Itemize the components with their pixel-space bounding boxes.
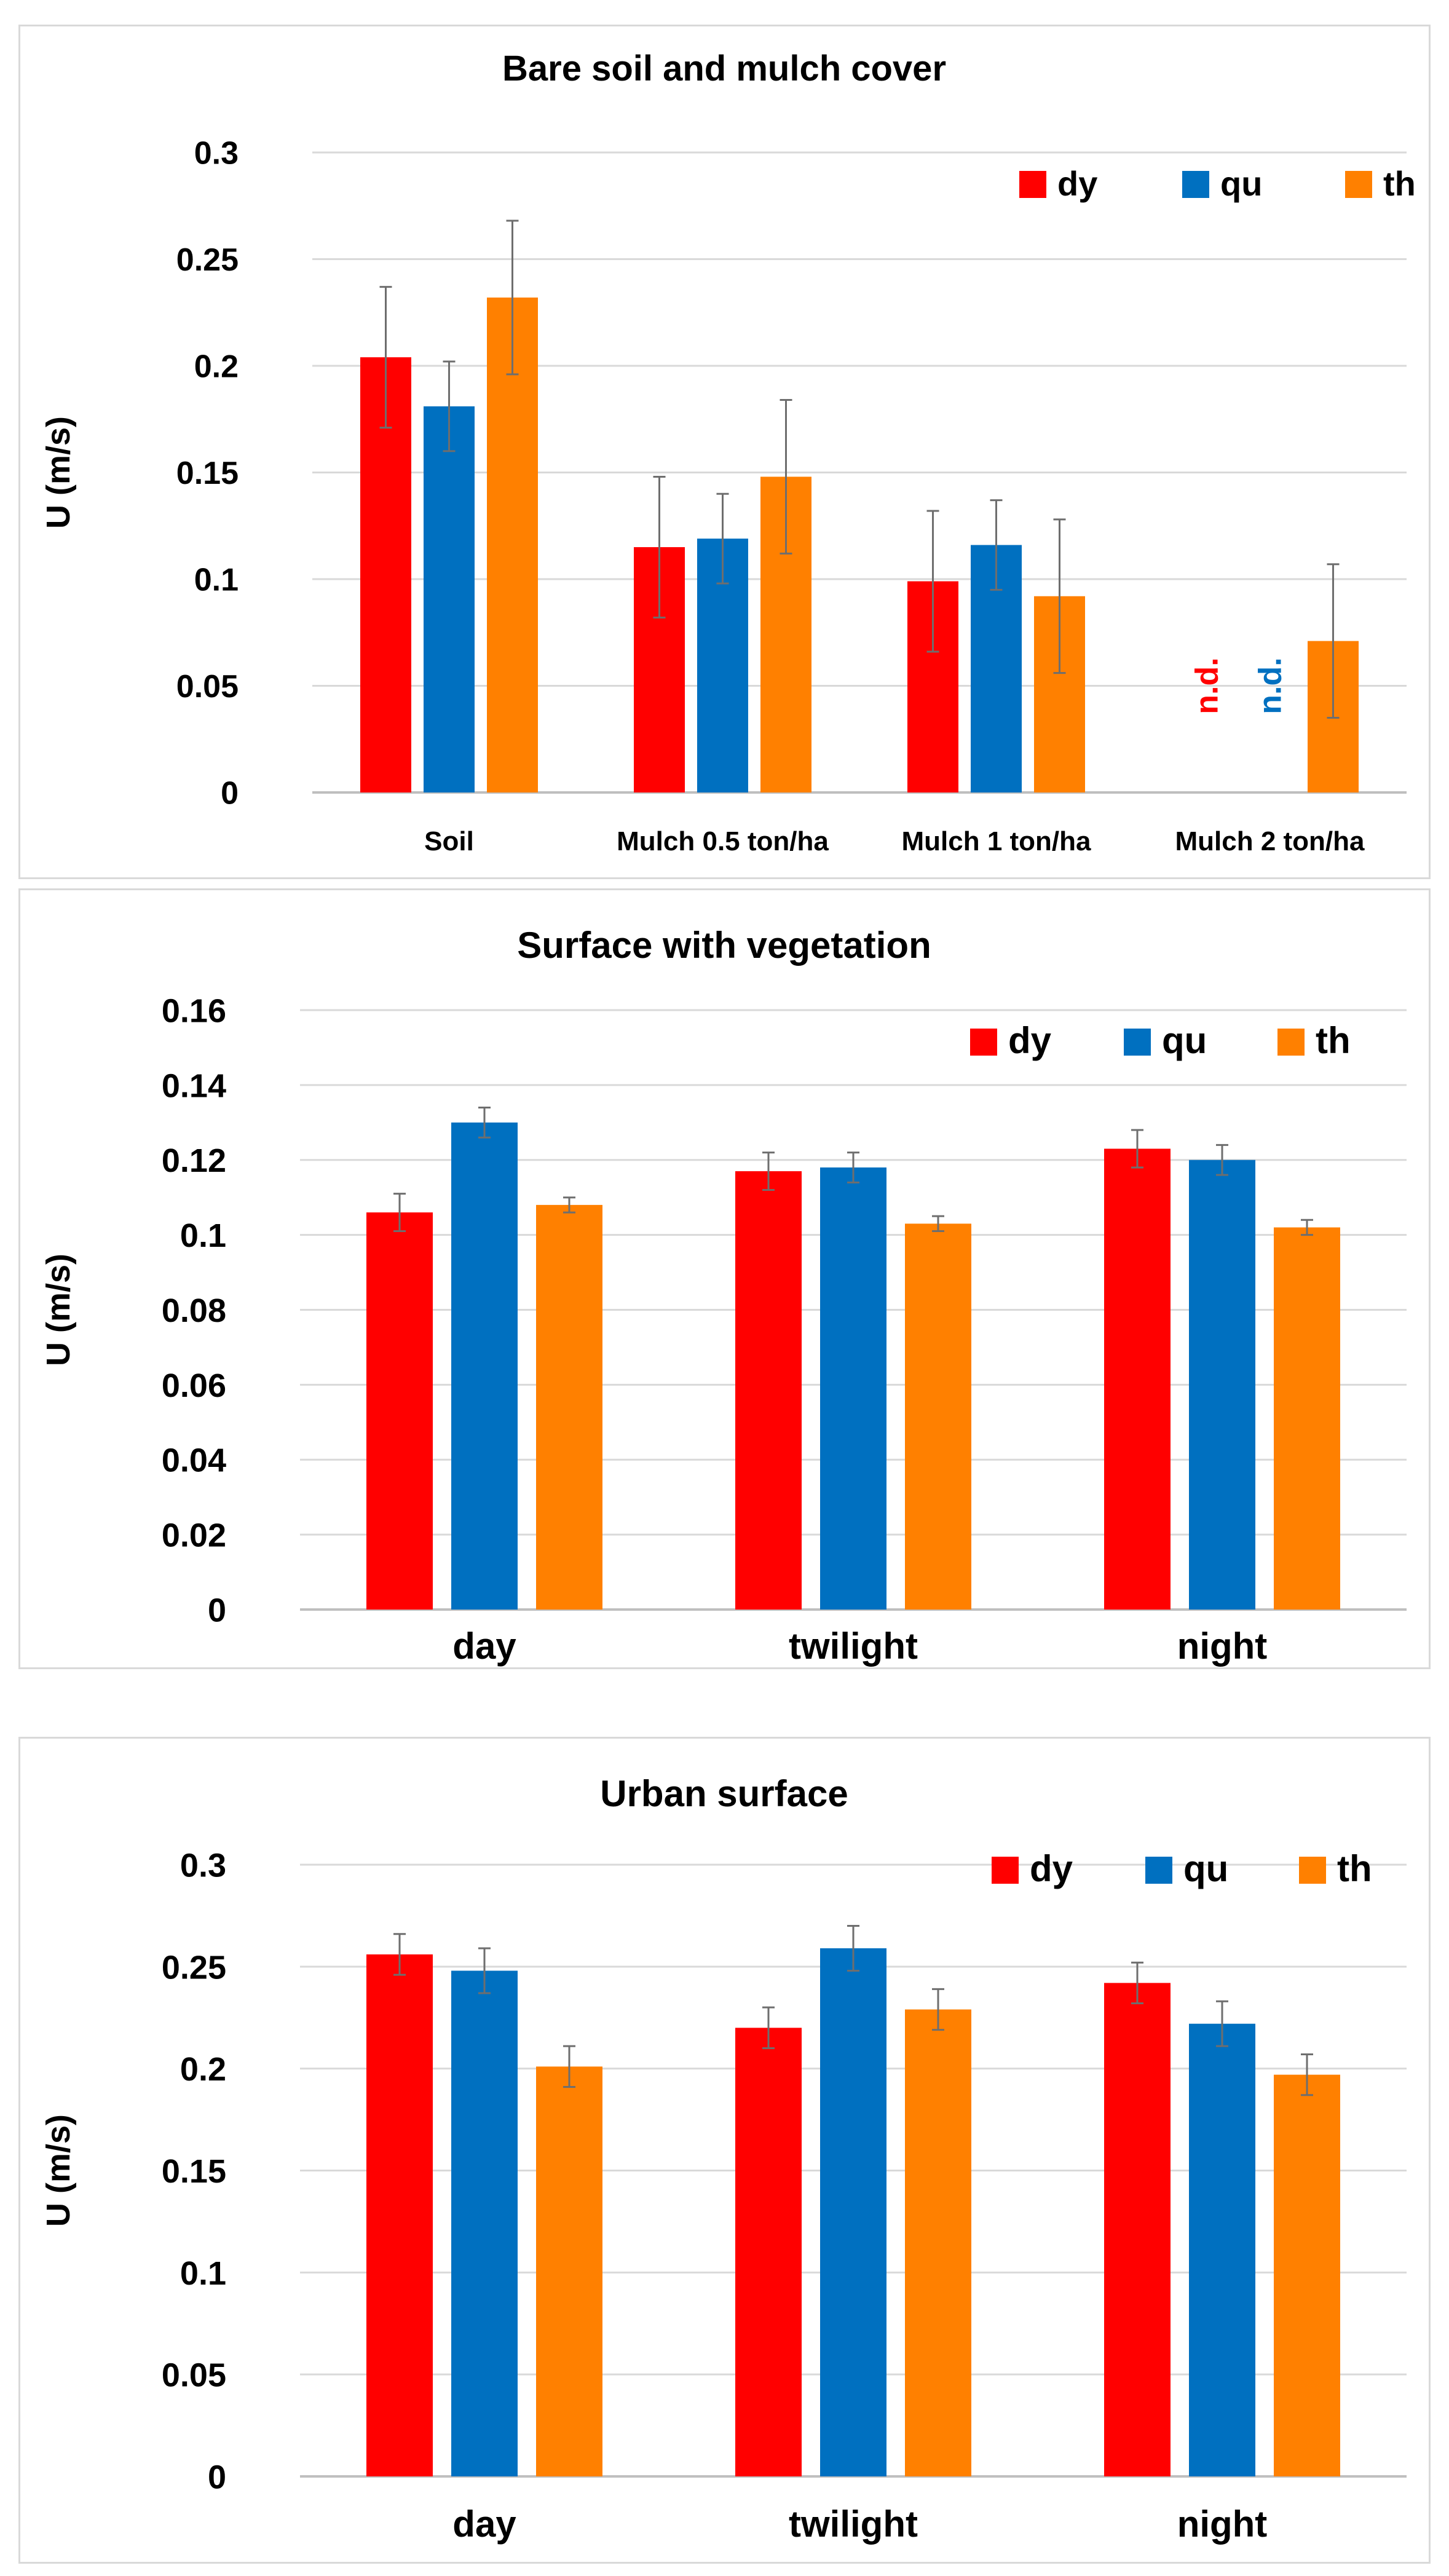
- bar-qu-day: [451, 1970, 518, 2476]
- y-tick-label: 0.05: [176, 669, 239, 705]
- urban-chart-svg: Urban surface U (m/s) 0 0.05 0.1 0.15 0.2 0.25 0…: [40, 1773, 1407, 2545]
- y-tick-label: 0: [208, 1592, 226, 1629]
- bar-dy-twilight: [735, 2028, 802, 2476]
- x-tick-label: twilight: [789, 1626, 918, 1667]
- x-tick-label: Mulch 0.5 ton/ha: [617, 826, 829, 856]
- bar-annotation-dy: n.d.: [1190, 657, 1225, 714]
- legend-swatch-th: [1277, 1029, 1305, 1056]
- y-tick-label: 0.16: [162, 992, 226, 1029]
- legend-label-th: th: [1316, 1020, 1351, 1061]
- legend-swatch-th: [1299, 1857, 1326, 1884]
- y-tick-label: 0.06: [162, 1367, 226, 1404]
- x-tick-label: night: [1177, 2503, 1268, 2545]
- bar-dy-twilight: [735, 1171, 802, 1610]
- y-tick-label: 0.1: [194, 563, 239, 598]
- vegetation-chart-svg: Surface with vegetation U (m/s) 0 0.02 0.04 0…: [40, 925, 1407, 1667]
- bar-qu-twilight: [820, 1948, 886, 2476]
- chart-panel-bare-soil: Bare soil and mulch cover U (m/s) 0 0.05 0.1…: [18, 25, 1431, 879]
- legend-label-qu: qu: [1220, 164, 1262, 203]
- x-tick-label: Soil: [424, 826, 474, 856]
- legend-label-dy: dy: [1030, 1848, 1073, 1889]
- y-tick-label: 0.08: [162, 1292, 226, 1329]
- y-tick-label: 0.15: [162, 2153, 226, 2190]
- bar-annotation-qu: n.d.: [1253, 657, 1289, 714]
- y-axis-label: U (m/s): [40, 1254, 77, 1366]
- chart-title: Surface with vegetation: [517, 925, 931, 966]
- bar-th-twilight: [905, 2009, 971, 2476]
- bar-th-night: [1274, 1227, 1340, 1610]
- y-tick-label: 0.25: [162, 1949, 226, 1986]
- bar-dy-night: [1104, 1983, 1171, 2476]
- bar-qu-night: [1189, 1160, 1255, 1610]
- y-tick-label: 0.14: [162, 1067, 226, 1104]
- y-tick-label: 0: [221, 776, 239, 812]
- bar-th-twilight: [905, 1223, 971, 1610]
- y-tick-label: 0.12: [162, 1142, 226, 1179]
- y-tick-label: 0.04: [162, 1442, 226, 1479]
- x-tick-label: day: [452, 2503, 516, 2545]
- bar-qu-day: [451, 1122, 518, 1610]
- y-tick-label: 0.2: [194, 349, 239, 385]
- bar-th-soil: [487, 297, 538, 793]
- y-tick-label: 0.05: [162, 2357, 226, 2394]
- y-axis-label: U (m/s): [40, 2114, 77, 2227]
- bar-th-night: [1274, 2074, 1340, 2476]
- x-tick-label: twilight: [789, 2503, 918, 2545]
- bar-th-day: [536, 2066, 602, 2476]
- chart-title: Urban surface: [600, 1773, 848, 1814]
- y-tick-label: 0.3: [194, 136, 239, 172]
- legend-swatch-dy: [1019, 171, 1046, 198]
- chart-panel-vegetation: Surface with vegetation U (m/s) 0 0.02 0.04 0…: [18, 888, 1431, 1669]
- legend-swatch-dy: [992, 1857, 1019, 1884]
- legend-swatch-qu: [1124, 1029, 1151, 1056]
- y-tick-label: 0.02: [162, 1517, 226, 1554]
- legend-label-dy: dy: [1008, 1020, 1052, 1061]
- bar-th-day: [536, 1204, 602, 1610]
- x-tick-label: night: [1177, 1626, 1268, 1667]
- legend-label-th: th: [1337, 1848, 1372, 1889]
- bar-dy-soil: [360, 357, 411, 792]
- bar-qu-night: [1189, 2023, 1255, 2476]
- x-tick-label: day: [452, 1626, 516, 1667]
- y-tick-label: 0.1: [180, 2255, 226, 2292]
- chart-panel-urban: Urban surface U (m/s) 0 0.05 0.1 0.15 0.2 0.25 0…: [18, 1737, 1431, 2564]
- chart-title: Bare soil and mulch cover: [502, 49, 946, 89]
- bare-soil-chart-svg: Bare soil and mulch cover U (m/s) 0 0.05 0.1…: [40, 49, 1416, 856]
- bar-dy-day: [366, 1954, 433, 2476]
- y-tick-label: 0.1: [180, 1217, 226, 1254]
- bar-dy-night: [1104, 1148, 1171, 1610]
- legend-label-dy: dy: [1057, 164, 1097, 203]
- y-tick-label: 0.15: [176, 456, 239, 491]
- y-tick-label: 0.3: [180, 1847, 226, 1884]
- y-tick-label: 0: [208, 2459, 226, 2495]
- legend-swatch-dy: [970, 1029, 997, 1056]
- bar-dy-day: [366, 1212, 433, 1610]
- x-tick-label: Mulch 2 ton/ha: [1175, 826, 1365, 856]
- legend-swatch-th: [1345, 171, 1372, 198]
- legend-label-th: th: [1383, 164, 1416, 203]
- legend-swatch-qu: [1145, 1857, 1172, 1884]
- y-tick-label: 0.2: [180, 2051, 226, 2088]
- bar-qu-twilight: [820, 1167, 886, 1610]
- legend-label-qu: qu: [1183, 1848, 1228, 1889]
- bar-qu-soil: [424, 406, 475, 792]
- y-tick-label: 0.25: [176, 242, 239, 278]
- x-tick-label: Mulch 1 ton/ha: [902, 826, 1092, 856]
- legend-swatch-qu: [1182, 171, 1209, 198]
- legend-label-qu: qu: [1162, 1020, 1207, 1061]
- y-axis-label: U (m/s): [40, 416, 77, 529]
